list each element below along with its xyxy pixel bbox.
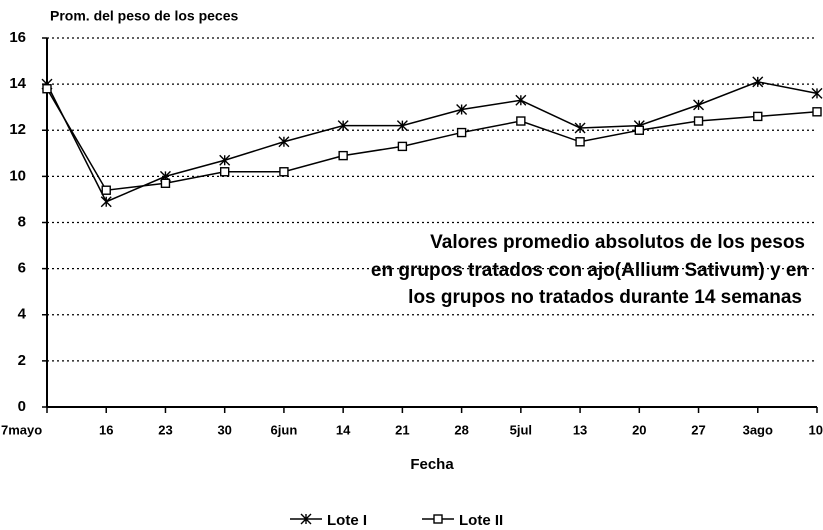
point [42,84,52,94]
point [337,120,349,132]
point [396,120,408,132]
point [812,107,822,117]
legend-label: Lote I [327,512,367,529]
point [634,125,645,135]
y-tick-label: 0 [18,398,26,415]
legend-label: Lote II [459,512,503,529]
point [101,185,111,195]
x-tick-label: 7mayo [1,422,42,437]
y-tick-label: 2 [18,352,26,369]
point [693,99,705,111]
y-tick-label: 10 [9,167,26,184]
y-tick-label: 4 [18,306,27,323]
point [516,116,526,126]
x-tick-label: 28 [454,422,468,437]
point [100,196,112,208]
x-tick-label: 13 [573,422,587,437]
x-tick-label: 5jul [510,422,532,437]
annotation: Valores promedio absolutos de los pesos [430,232,805,253]
y-tick-label: 14 [9,75,26,92]
legend-marker [433,514,443,524]
point [219,167,230,177]
point [338,150,348,161]
point [219,154,231,166]
x-tick-label: 16 [99,422,113,437]
x-tick-label: 21 [395,422,409,437]
annotation: los grupos no tratados durante 14 semana… [408,287,802,308]
y-tick-label: 8 [18,213,26,230]
x-tick-label: 6jun [271,422,298,437]
x-tick-label: 3ago [743,422,773,437]
point [693,116,704,126]
point [279,167,289,177]
x-tick-label: 14 [336,422,351,437]
x-tick-label: 20 [632,422,646,437]
chart-title: Prom. del peso de los peces [50,8,239,24]
x-tick-label: 27 [691,422,705,437]
point [456,103,468,115]
point [397,141,408,152]
point [278,136,290,148]
y-tick-label: 12 [9,121,26,138]
annotation: en grupos tratados con ajo(Allium Sativu… [371,260,808,281]
legend-marker [300,513,312,525]
series-line [46,81,818,203]
point [160,178,171,188]
point [753,111,763,122]
point [752,76,764,88]
point [515,94,527,106]
point [811,87,823,99]
x-tick-label: 10 [809,422,823,437]
point [456,127,467,138]
x-tick-label: 23 [158,422,172,437]
y-tick-label: 16 [9,29,26,46]
x-axis-label: Fecha [410,456,454,473]
point [575,137,585,147]
point [574,122,586,134]
y-tick-label: 6 [18,260,26,277]
x-tick-label: 30 [217,422,231,437]
series-line [46,88,818,192]
